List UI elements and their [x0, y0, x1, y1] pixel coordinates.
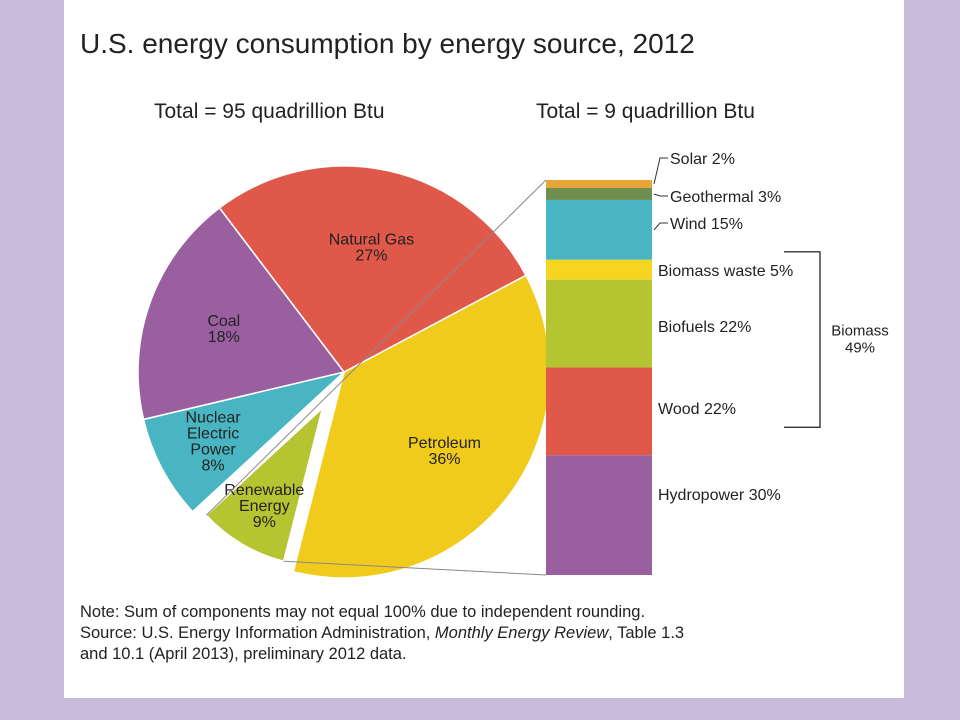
- energy-chart: Petroleum 36% Renewable Energy 9% Nuclear Elec…: [137, 151, 889, 579]
- pie-label-renewable-energy: Renewable Energy 9%: [224, 482, 304, 531]
- pie-slice-renewable-energy: [205, 405, 324, 563]
- note-line: Note: Sum of components may not equal 10…: [80, 603, 646, 621]
- connector-line-top: [206, 179, 547, 516]
- source-line-continued: and 10.1 (April 2013), preliminary 2012 …: [80, 645, 407, 663]
- pie-slice-coal: [137, 206, 346, 421]
- biomass-bracket: [784, 251, 821, 429]
- bar-segment-geothermal: [546, 187, 652, 200]
- bar-segment-wood: [546, 367, 652, 456]
- bar-label-wood: Wood 22%: [658, 401, 736, 418]
- chart-notes: Note: Sum of components may not equal 10…: [80, 602, 880, 665]
- bar-segment-biofuels: [546, 279, 652, 368]
- leader-line-geothermal: [653, 193, 668, 197]
- leader-line-wind: [653, 222, 668, 231]
- bar-label-biofuels: Biofuels 22%: [658, 319, 751, 336]
- pie-slice-nuclear-electric-power: [142, 370, 347, 513]
- bar-segment-wind: [546, 199, 652, 260]
- pie-total-label: Total = 95 quadrillion Btu: [154, 100, 385, 123]
- bar-segment-biomass-waste: [546, 259, 652, 280]
- pie-label-coal: Coal 18%: [207, 313, 240, 346]
- bar-label-hydropower: Hydropower 30%: [658, 487, 781, 504]
- source-suffix: , Table 1.3: [608, 624, 685, 642]
- pie-label-natural-gas: Natural Gas 27%: [329, 231, 414, 264]
- source-line: Source: U.S. Energy Information Administ…: [80, 623, 880, 644]
- bar-segment-solar: [546, 180, 652, 188]
- bar-label-geothermal: Geothermal 3%: [670, 189, 781, 206]
- chart-panel: U.S. energy consumption by energy source…: [64, 0, 904, 698]
- chart-title: U.S. energy consumption by energy source…: [80, 28, 695, 59]
- pie-label-petroleum: Petroleum 36%: [408, 435, 481, 468]
- biomass-group-label: Biomass 49%: [831, 323, 889, 357]
- bar-total-label: Total = 9 quadrillion Btu: [536, 100, 755, 123]
- pie-label-nuclear-electric-power: Nuclear Electric Power 8%: [185, 410, 241, 475]
- connector-line-bottom: [283, 560, 547, 576]
- bar-label-solar: Solar 2%: [670, 151, 735, 168]
- source-prefix: Source: U.S. Energy Information Administ…: [80, 624, 435, 642]
- source-publication: Monthly Energy Review: [434, 624, 609, 642]
- leader-line-solar: [653, 157, 668, 185]
- pie-slice-natural-gas: [218, 165, 527, 373]
- bar-label-wind: Wind 15%: [670, 216, 743, 233]
- bar-label-biomass-waste: Biomass waste 5%: [658, 263, 793, 280]
- bar-segment-hydropower: [546, 455, 652, 575]
